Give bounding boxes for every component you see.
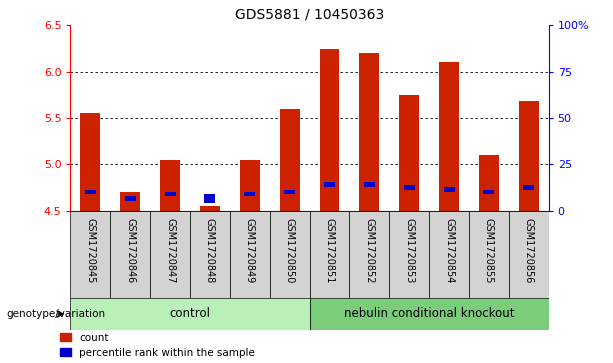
Bar <box>479 155 499 211</box>
Bar <box>120 192 140 211</box>
Bar <box>469 211 509 298</box>
Text: GSM1720855: GSM1720855 <box>484 217 494 283</box>
Text: nebulin conditional knockout: nebulin conditional knockout <box>344 307 514 321</box>
Bar <box>280 109 300 211</box>
Bar <box>524 185 534 190</box>
Text: GSM1720851: GSM1720851 <box>324 217 335 283</box>
Bar <box>359 53 379 211</box>
Bar <box>439 62 459 211</box>
Text: control: control <box>170 307 210 321</box>
Text: GSM1720853: GSM1720853 <box>404 217 414 283</box>
Text: genotype/variation: genotype/variation <box>6 309 105 319</box>
Bar <box>70 211 110 298</box>
Bar <box>150 211 190 298</box>
Legend: count, percentile rank within the sample: count, percentile rank within the sample <box>60 333 255 358</box>
Bar <box>444 187 454 192</box>
Text: GSM1720846: GSM1720846 <box>125 217 135 283</box>
Text: GSM1720849: GSM1720849 <box>245 217 255 283</box>
Bar <box>205 194 215 203</box>
Bar <box>319 49 340 211</box>
Bar <box>125 196 135 201</box>
Text: GSM1720856: GSM1720856 <box>524 217 534 283</box>
Text: GSM1720852: GSM1720852 <box>364 217 375 283</box>
Bar <box>310 211 349 298</box>
Bar <box>519 101 539 211</box>
Bar <box>160 160 180 211</box>
Bar <box>85 190 96 194</box>
Bar <box>284 190 295 194</box>
Bar <box>310 298 549 330</box>
Bar <box>230 211 270 298</box>
Bar <box>399 95 419 211</box>
Text: GSM1720854: GSM1720854 <box>444 217 454 283</box>
Bar <box>70 298 310 330</box>
Text: GSM1720847: GSM1720847 <box>165 217 175 283</box>
Bar <box>80 113 101 211</box>
Bar <box>429 211 469 298</box>
Bar <box>324 182 335 187</box>
Bar <box>190 211 230 298</box>
Title: GDS5881 / 10450363: GDS5881 / 10450363 <box>235 8 384 21</box>
Bar <box>364 182 375 187</box>
Bar <box>270 211 310 298</box>
Bar <box>404 185 414 190</box>
Text: GSM1720848: GSM1720848 <box>205 217 215 283</box>
Bar <box>484 190 494 194</box>
Bar <box>200 206 220 211</box>
Bar <box>165 192 175 196</box>
Text: GSM1720845: GSM1720845 <box>85 217 96 283</box>
Bar <box>110 211 150 298</box>
Bar <box>349 211 389 298</box>
Bar <box>240 160 260 211</box>
Text: GSM1720850: GSM1720850 <box>284 217 295 283</box>
Bar <box>509 211 549 298</box>
Bar <box>245 192 255 196</box>
Bar <box>389 211 429 298</box>
